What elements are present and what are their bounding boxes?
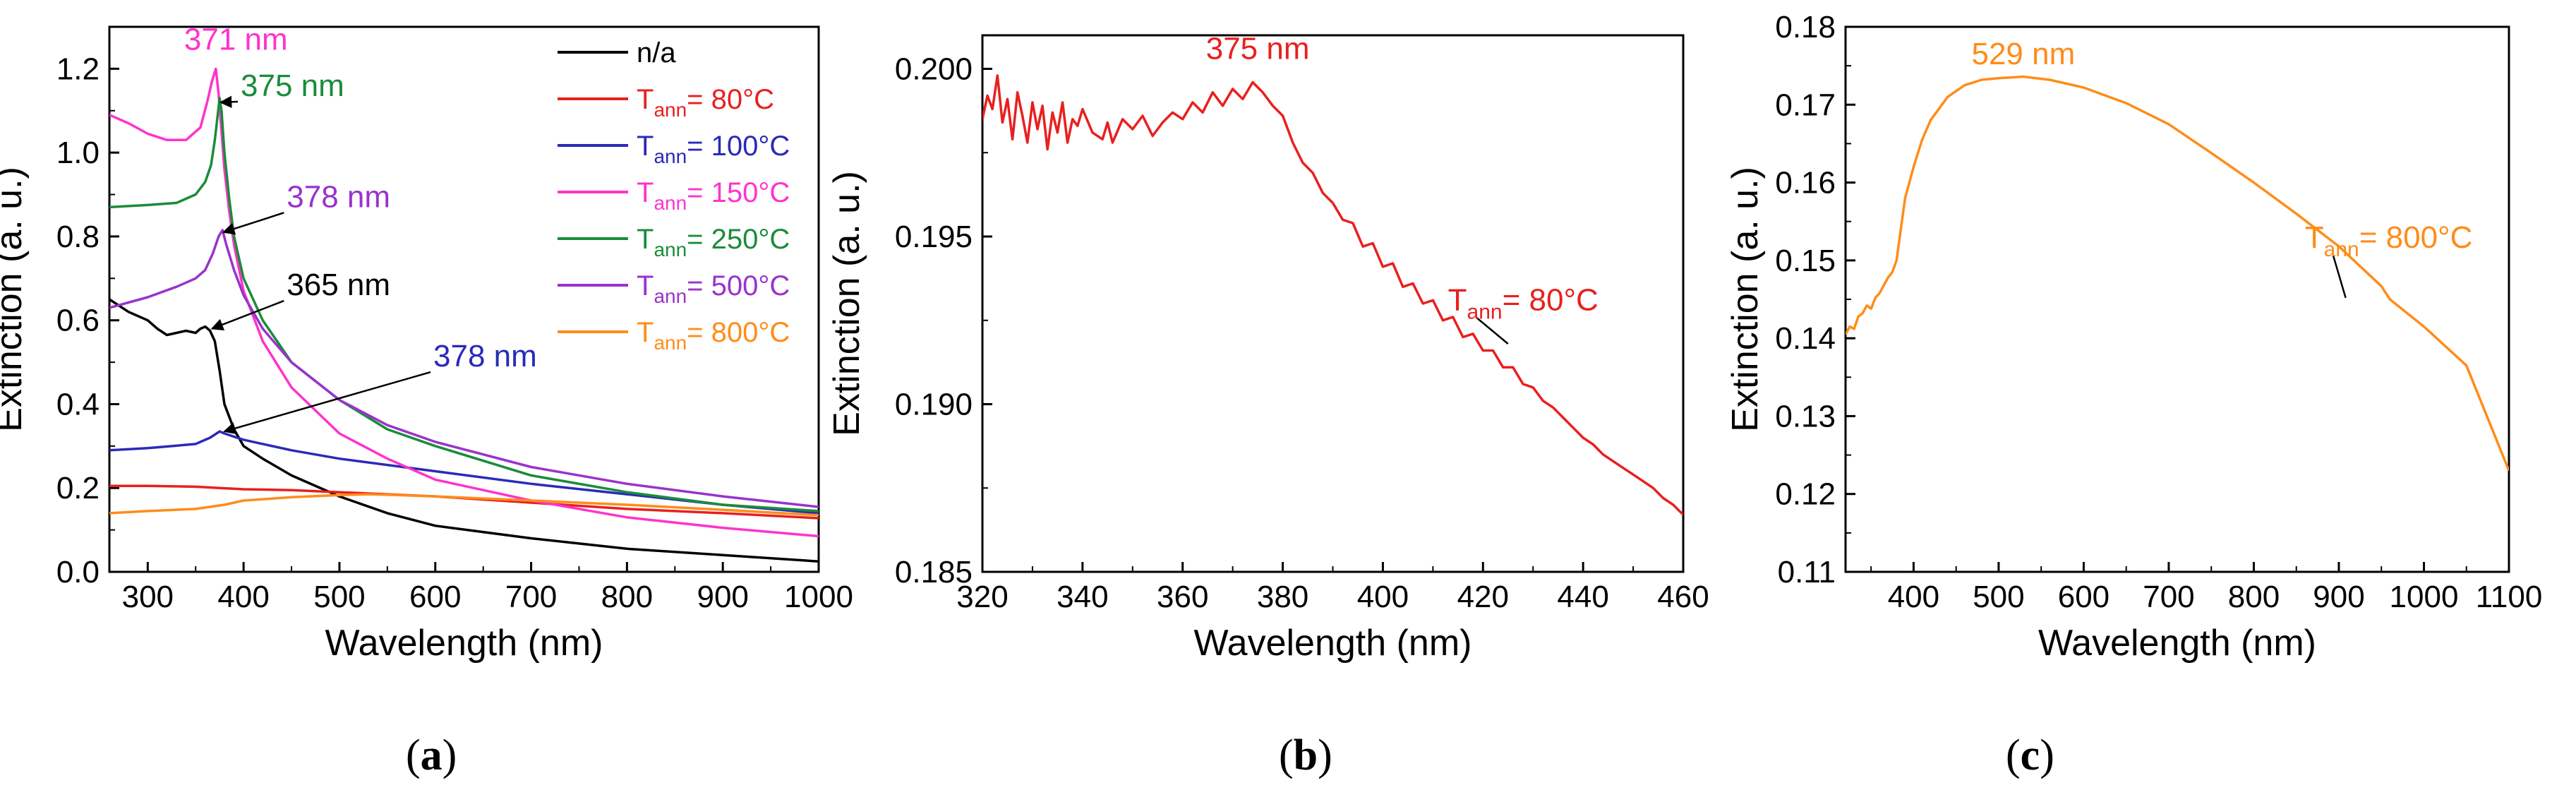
y-tick-label: 0.12 — [1775, 477, 1836, 512]
legend-entry: Tann= 150°C — [637, 177, 790, 214]
caption-a: (a) — [406, 731, 457, 779]
peak-annotation: 378 nm — [433, 339, 537, 373]
peak-annotation: 365 nm — [287, 268, 390, 302]
y-tick-label: 0.13 — [1775, 399, 1836, 433]
x-tick-label: 460 — [1657, 580, 1709, 614]
y-tick-label: 0.18 — [1775, 10, 1836, 44]
peak-annotation: 529 nm — [1971, 37, 2075, 71]
y-tick-label: 0.11 — [1778, 555, 1836, 589]
y-tick-label: 0.195 — [895, 220, 973, 254]
x-tick-label: 800 — [601, 580, 653, 614]
x-tick-label: 400 — [1357, 580, 1409, 614]
x-axis-label: Wavelength (nm) — [2038, 623, 2316, 664]
x-tick-label: 600 — [2058, 580, 2109, 614]
y-axis-label: Extinction (a. u.) — [826, 171, 867, 436]
y-axis-label: Extinction (a. u.) — [0, 167, 30, 432]
chart-panel-a: 300 400 500 600 700 800 900 1000 0.0 0.2 0.4 0.6 0.8… — [0, 23, 853, 664]
y-tick-label: 0.2 — [56, 471, 100, 505]
caption-b: (b) — [1279, 731, 1332, 779]
series-line-0 — [109, 298, 819, 563]
y-tick-label: 0.4 — [56, 387, 100, 421]
x-tick-label: 1000 — [784, 580, 853, 614]
peak-annotation: 375 nm — [241, 68, 344, 103]
x-tick-label: 800 — [2228, 580, 2280, 614]
y-tick-label: 0.6 — [56, 304, 100, 338]
legend-entry: Tann= 100°C — [637, 131, 790, 167]
x-tick-label: 700 — [505, 580, 557, 614]
plot-frame — [1844, 25, 2510, 573]
peak-annotation: 375 nm — [1206, 31, 1310, 66]
x-tick-label: 700 — [2143, 580, 2194, 614]
x-tick-label: 380 — [1257, 580, 1308, 614]
series-line-5 — [109, 229, 819, 508]
annotation-arrow — [223, 371, 431, 435]
x-tick-label: 900 — [697, 580, 748, 614]
x-tick-label: 600 — [409, 580, 461, 614]
legend-entry: n/a — [637, 37, 676, 68]
series-line-1 — [109, 484, 819, 520]
x-tick-label: 900 — [2313, 580, 2364, 614]
chart-panel-b: 320 340 360 380 400 420 440 460 0.185 0.190 0.195 0… — [826, 31, 1709, 664]
x-tick-label: 340 — [1057, 580, 1108, 614]
series-label-leader — [1475, 316, 1509, 345]
y-tick-label: 0.15 — [1775, 244, 1836, 278]
series-layer — [982, 74, 1683, 516]
y-tick-label: 1.0 — [56, 136, 100, 170]
series-line-3 — [109, 67, 819, 538]
y-tick-label: 0.16 — [1775, 166, 1836, 200]
y-tick-label: 0.200 — [895, 52, 973, 87]
series-label-suffix: = 80°C — [1503, 283, 1599, 318]
annotation-arrow — [210, 299, 284, 331]
y-tick-label: 0.185 — [895, 555, 973, 589]
legend: n/a Tann= 80°C Tann= 100°C Tann= 150°C Tann=… — [558, 37, 790, 354]
x-tick-label: 360 — [1157, 580, 1208, 614]
x-axis-label: Wavelength (nm) — [1194, 623, 1472, 664]
x-tick-label: 440 — [1557, 580, 1608, 614]
series-label-sub: ann — [1467, 301, 1503, 324]
series-label-suffix: = 800°C — [2359, 220, 2473, 255]
legend-entry: Tann= 800°C — [637, 317, 790, 354]
y-tick-label: 1.2 — [56, 52, 100, 86]
x-tick-label: 300 — [122, 580, 174, 614]
series-label-main: T — [1448, 283, 1467, 318]
y-axis-label: Extinction (a. u.) — [1725, 167, 1766, 432]
x-tick-label: 500 — [1973, 580, 2024, 614]
series-layer — [109, 67, 819, 563]
x-tick-label: 1100 — [2476, 580, 2543, 614]
peak-annotation: 378 nm — [287, 179, 390, 214]
y-tick-label: 0.17 — [1775, 88, 1836, 122]
series-inline-label: Tann= 80°C — [1448, 283, 1599, 324]
series-label-leader — [2332, 254, 2347, 299]
series-label-sub: ann — [2324, 238, 2359, 261]
x-tick-label: 420 — [1457, 580, 1509, 614]
x-tick-label: 500 — [313, 580, 365, 614]
chart-panel-c: 400 500 600 700 800 900 1000 1100 0.11 0.12 0.13 0.… — [1725, 10, 2542, 664]
series-label-main: T — [2305, 220, 2324, 255]
series-inline-label: Tann= 800°C — [2305, 220, 2473, 261]
legend-entry: Tann= 500°C — [637, 270, 790, 307]
y-tick-label: 0.0 — [56, 555, 100, 589]
y-tick-label: 0.8 — [56, 220, 100, 254]
series-layer — [1846, 75, 2509, 472]
x-tick-label: 1000 — [2390, 580, 2459, 614]
x-tick-label: 400 — [1888, 580, 1939, 614]
legend-entry: Tann= 250°C — [637, 224, 790, 261]
y-tick-label: 0.190 — [895, 388, 973, 422]
annotation-arrow — [222, 212, 284, 235]
series-line-0 — [1846, 75, 2509, 472]
series-line-6 — [109, 493, 819, 517]
y-tick-label: 0.14 — [1775, 321, 1836, 356]
legend-entry: Tann= 80°C — [637, 84, 774, 121]
caption-c: (c) — [2006, 731, 2054, 779]
series-line-0 — [982, 74, 1683, 516]
x-axis-label: Wavelength (nm) — [325, 623, 603, 664]
series-line-2 — [109, 430, 819, 515]
series-line-4 — [109, 97, 819, 513]
x-tick-label: 320 — [956, 580, 1008, 614]
peak-annotation: 371 nm — [184, 23, 288, 57]
x-tick-label: 400 — [217, 580, 269, 614]
